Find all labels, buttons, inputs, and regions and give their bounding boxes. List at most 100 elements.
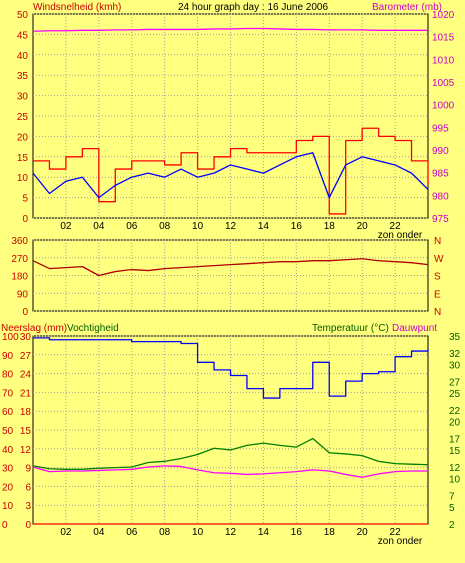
wind-xtick-14: 14: [258, 221, 270, 232]
wind-xtick-20: 20: [357, 221, 369, 232]
dewpoint-line: [32, 465, 428, 478]
wind-axis-title: Windsnelheid (kmh): [33, 2, 121, 13]
humidity-ytick-20: 20: [2, 482, 14, 493]
compass-label-0: N: [434, 307, 441, 318]
humidity-ytick-0: 0: [2, 520, 8, 531]
humidity-xtick-22: 22: [390, 527, 402, 538]
temperature-ytick-35: 35: [449, 332, 461, 343]
compass-label-2: S: [434, 272, 441, 283]
wind-ytick-25: 25: [17, 112, 29, 123]
humidity-xtick-08: 08: [159, 527, 171, 538]
rain-ytick-18: 18: [20, 407, 32, 418]
barometer-ytick-980: 980: [432, 191, 449, 202]
wind-xtick-06: 06: [126, 221, 138, 232]
wind-ytick-45: 45: [17, 30, 29, 41]
temperature-line: [32, 437, 429, 470]
humidity-ytick-90: 90: [2, 351, 14, 362]
temperature-ytick-15: 15: [449, 446, 461, 457]
wind-xtick-16: 16: [291, 221, 303, 232]
humidity-ytick-40: 40: [2, 445, 14, 456]
temperature-ytick-27: 27: [449, 378, 461, 389]
humidity-line: [33, 337, 429, 399]
humidity-ytick-70: 70: [2, 388, 14, 399]
barometer-ytick-1020: 1020: [432, 10, 455, 21]
humidity-zon-onder-label: zon onder: [378, 536, 423, 547]
barometer-ytick-1015: 1015: [432, 33, 455, 44]
compass-label-3: W: [434, 254, 444, 265]
direction-ytick-0: 0: [22, 307, 28, 318]
rain-ytick-6: 6: [25, 482, 31, 493]
rain-ytick-3: 3: [25, 501, 31, 512]
wind-xtick-02: 02: [60, 221, 72, 232]
gust-line: [33, 127, 429, 215]
humidity-ytick-100: 100: [2, 332, 19, 343]
humidity-xtick-04: 04: [93, 527, 105, 538]
humidity-xtick-18: 18: [324, 527, 336, 538]
temperature-ytick-7: 7: [449, 492, 455, 503]
humidity-axis-title: Vochtigheid: [67, 323, 119, 334]
direction-line: [32, 258, 429, 277]
barometer-ytick-1005: 1005: [432, 78, 455, 89]
humidity-ytick-60: 60: [2, 407, 14, 418]
temperature-axis-title: Temperatuur (°C): [312, 323, 389, 334]
rain-ytick-21: 21: [20, 388, 32, 399]
barometer-line: [32, 27, 428, 32]
rain-ytick-15: 15: [20, 426, 32, 437]
wind-xtick-18: 18: [324, 221, 336, 232]
wind-ytick-20: 20: [17, 132, 29, 143]
wind-xtick-08: 08: [159, 221, 171, 232]
wind-ytick-35: 35: [17, 71, 29, 82]
rain-ytick-27: 27: [20, 351, 32, 362]
wind-zon-onder-label: zon onder: [378, 230, 423, 241]
temperature-ytick-22: 22: [449, 406, 461, 417]
humidity-ytick-30: 30: [2, 464, 14, 475]
temperature-ytick-30: 30: [449, 360, 461, 371]
temperature-ytick-12: 12: [449, 463, 461, 474]
wind-ytick-30: 30: [17, 92, 29, 103]
barometer-ytick-975: 975: [432, 214, 449, 225]
direction-ytick-360: 360: [11, 236, 28, 247]
barometer-ytick-990: 990: [432, 146, 449, 157]
wind-ytick-50: 50: [17, 10, 29, 21]
rain-ytick-0: 0: [25, 520, 31, 531]
barometer-ytick-1000: 1000: [432, 101, 455, 112]
humidity-xtick-16: 16: [291, 527, 303, 538]
humidity-ytick-50: 50: [2, 426, 14, 437]
rain-ytick-9: 9: [25, 464, 31, 475]
humidity-xtick-02: 02: [60, 527, 72, 538]
humidity-xtick-06: 06: [126, 527, 138, 538]
barometer-ytick-995: 995: [432, 123, 449, 134]
wind-ytick-15: 15: [17, 153, 29, 164]
wind-ytick-40: 40: [17, 51, 29, 62]
barometer-axis-title: Barometer (mb): [372, 2, 442, 13]
barometer-ytick-985: 985: [432, 169, 449, 180]
wind-xtick-04: 04: [93, 221, 105, 232]
wind-xtick-22: 22: [390, 221, 402, 232]
temperature-ytick-25: 25: [449, 389, 461, 400]
chart-layer: 0510152025303540455097598098599099510001…: [2, 10, 461, 547]
temperature-ytick-5: 5: [449, 503, 455, 514]
humidity-xtick-12: 12: [225, 527, 237, 538]
temperature-ytick-10: 10: [449, 474, 461, 485]
wind-xtick-12: 12: [225, 221, 237, 232]
compass-label-4: N: [434, 236, 441, 247]
direction-ytick-270: 270: [11, 254, 28, 265]
temperature-ytick-20: 20: [449, 417, 461, 428]
humidity-xtick-20: 20: [357, 527, 369, 538]
wind-ytick-10: 10: [17, 173, 29, 184]
direction-ytick-180: 180: [11, 272, 28, 283]
dewpoint-axis-title: Dauwpunt: [392, 323, 437, 334]
humidity-ytick-10: 10: [2, 501, 14, 512]
compass-label-1: E: [434, 289, 441, 300]
wind-ytick-0: 0: [22, 214, 28, 225]
temperature-ytick-32: 32: [449, 349, 461, 360]
humidity-xtick-14: 14: [258, 527, 270, 538]
temperature-ytick-2: 2: [449, 520, 455, 531]
humidity-ytick-80: 80: [2, 370, 14, 381]
rain-ytick-12: 12: [20, 445, 32, 456]
wind-xtick-10: 10: [192, 221, 204, 232]
temperature-ytick-17: 17: [449, 435, 461, 446]
rain-ytick-30: 30: [20, 332, 32, 343]
humidity-xtick-10: 10: [192, 527, 204, 538]
